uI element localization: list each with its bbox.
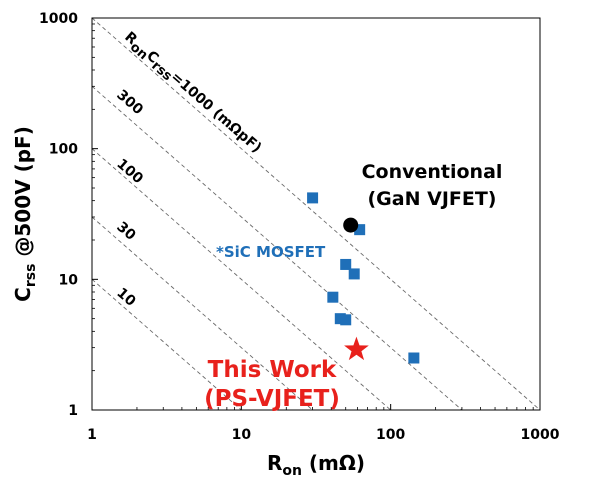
iso-line-label: 30 [113,219,138,244]
sic-mosfet-point [340,314,352,326]
iso-line-label: 100 [113,156,146,187]
conventional-label: Conventional [362,161,503,183]
sic-mosfet-label: *SiC MOSFET [216,243,326,261]
x-axis-title: Ron (mΩ) [267,451,365,479]
y-tick-label: 1000 [39,11,78,27]
sic-mosfet-point [340,258,352,270]
this-work-sublabel: (PS-VJFET) [204,386,340,412]
conventional-sublabel: (GaN VJFET) [368,188,497,210]
x-tick-label: 100 [376,427,405,443]
y-tick-label: 1 [68,403,78,419]
iso-line [92,85,463,410]
x-tick-label: 1 [87,427,97,443]
iso-line-label: 300 [113,87,146,118]
iso-line [92,148,391,410]
sic-mosfet-point [348,268,360,280]
x-tick-label: 10 [232,427,252,443]
y-axis-title: Crss @500V (pF) [11,126,39,302]
y-tick-label: 100 [49,142,78,158]
x-tick-label: 1000 [521,427,560,443]
iso-line [92,18,540,410]
iso-line-label: RonCrss=1000 (mΩpF) [119,29,265,159]
y-tick-label: 10 [59,272,79,288]
sic-mosfet-point [307,192,319,204]
sic-mosfet-point [327,291,339,303]
sic-mosfet-point [408,352,420,364]
iso-line-label: 10 [113,285,138,310]
this-work-label: This Work [208,357,337,383]
sic-mosfet-point [354,224,366,236]
iso-line [92,278,242,410]
plot-frame [91,17,541,411]
conventional-point [343,217,359,233]
this-work-point [344,336,369,361]
